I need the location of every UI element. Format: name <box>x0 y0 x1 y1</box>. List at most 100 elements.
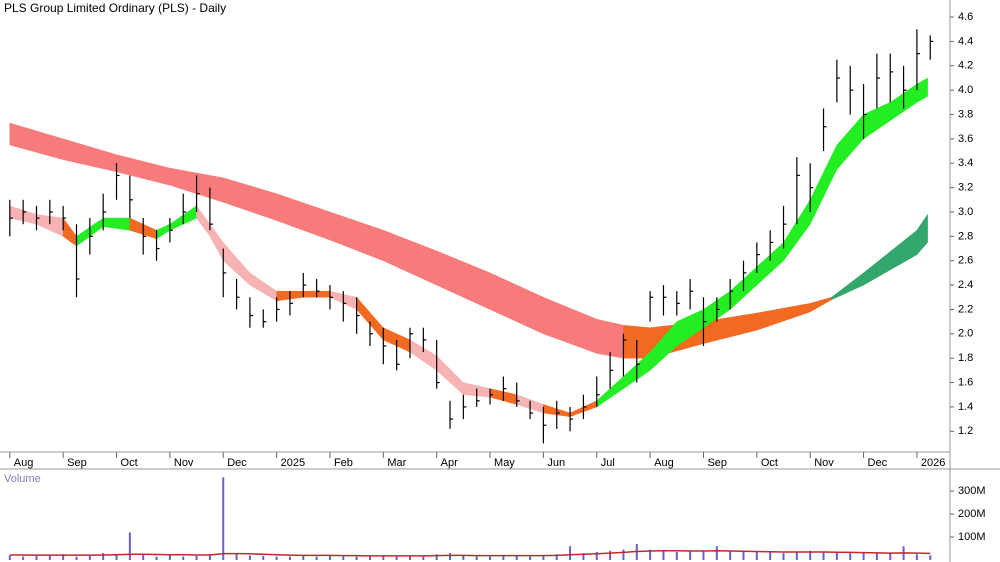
y-tick-label: 2.0 <box>958 328 973 340</box>
x-tick-label: Nov <box>174 457 194 469</box>
volume-bar <box>515 555 518 560</box>
volume-bar <box>649 549 652 560</box>
volume-bar <box>475 556 478 560</box>
volume-bar <box>582 553 585 560</box>
volume-bar <box>368 555 371 560</box>
volume-bar <box>542 555 545 560</box>
volume-bar <box>822 551 825 560</box>
y-tick-label: 2.6 <box>958 255 973 267</box>
volume-bar <box>248 555 251 560</box>
y-tick-label: 4.4 <box>958 35 973 47</box>
volume-bar <box>435 554 438 560</box>
volume-bar <box>155 556 158 560</box>
x-tick-label: Jul <box>601 457 615 469</box>
x-tick-label: Jun <box>547 457 565 469</box>
volume-bar <box>102 553 105 560</box>
volume-bar <box>235 553 238 560</box>
band-segment <box>916 213 928 256</box>
volume-bar <box>88 555 91 560</box>
y-tick-label: 3.0 <box>958 206 973 218</box>
volume-bar <box>115 555 118 560</box>
y-tick-label: 2.8 <box>958 230 973 242</box>
x-tick-label: Sep <box>67 457 87 469</box>
volume-bar <box>795 551 798 560</box>
volume-bar <box>595 551 598 560</box>
volume-bar <box>35 555 38 560</box>
volume-bar <box>142 554 145 560</box>
x-tick-label: Aug <box>14 457 34 469</box>
y-tick-label: 3.2 <box>958 182 973 194</box>
volume-bar <box>702 551 705 560</box>
volume-bar <box>782 553 785 560</box>
volume-bar <box>689 550 692 560</box>
volume-bar <box>742 551 745 560</box>
volume-bar <box>675 551 678 560</box>
volume-bar <box>262 555 265 560</box>
volume-bar <box>609 550 612 560</box>
volume-bar <box>395 556 398 560</box>
volume-bar <box>529 556 532 560</box>
volume-bar <box>128 532 131 560</box>
y-tick-label: 1.8 <box>958 352 973 364</box>
volume-bar <box>75 556 78 560</box>
volume-bar <box>755 551 758 560</box>
x-tick-label: Oct <box>761 457 778 469</box>
y-tick-label: 100M <box>958 531 986 543</box>
volume-bar <box>875 553 878 560</box>
y-tick-label: 300M <box>958 485 986 497</box>
x-tick-label: 2025 <box>281 457 305 469</box>
volume-bar <box>382 555 385 560</box>
volume-bar <box>862 552 865 560</box>
volume-bar <box>302 555 305 560</box>
volume-bar <box>915 554 918 560</box>
x-tick-label: 2026 <box>921 457 945 469</box>
y-tick-label: 3.8 <box>958 108 973 120</box>
y-tick-label: 4.0 <box>958 84 973 96</box>
volume-bar <box>328 555 331 560</box>
x-tick-label: Sep <box>707 457 727 469</box>
volume-bar <box>355 556 358 560</box>
volume-bar <box>889 553 892 560</box>
volume-bar <box>449 553 452 560</box>
volume-bar <box>929 555 932 560</box>
volume-bar <box>622 549 625 560</box>
volume-bar <box>555 554 558 560</box>
volume-bar <box>569 546 572 560</box>
volume-bar <box>182 556 185 560</box>
y-tick-label: 2.4 <box>958 279 973 291</box>
y-tick-label: 4.6 <box>958 11 973 23</box>
volume-bar <box>8 555 11 560</box>
volume-bar <box>662 550 665 560</box>
x-tick-label: Nov <box>814 457 834 469</box>
volume-bar <box>729 550 732 560</box>
volume-bar <box>195 555 198 560</box>
volume-bar <box>48 555 51 560</box>
y-tick-label: 1.4 <box>958 401 973 413</box>
x-tick-label: Feb <box>334 457 353 469</box>
volume-bar <box>835 551 838 560</box>
y-tick-label: 2.2 <box>958 303 973 315</box>
x-tick-label: Mar <box>387 457 406 469</box>
y-tick-label: 200M <box>958 508 986 520</box>
x-tick-label: Aug <box>654 457 674 469</box>
volume-bar <box>342 556 345 560</box>
volume-bar <box>462 555 465 560</box>
volume-bar <box>208 554 211 560</box>
y-tick-label: 1.2 <box>958 425 973 437</box>
x-tick-label: Dec <box>868 457 888 469</box>
volume-bar <box>849 553 852 560</box>
x-tick-label: May <box>494 457 515 469</box>
band-segment <box>916 77 928 103</box>
volume-bar <box>315 556 318 560</box>
chart-title: PLS Group Limited Ordinary (PLS) - Daily <box>4 1 226 15</box>
y-tick-label: 4.2 <box>958 60 973 72</box>
volume-average <box>9 550 931 557</box>
y-tick-label: 3.6 <box>958 133 973 145</box>
volume-bar <box>275 556 278 560</box>
volume-bar <box>422 556 425 560</box>
volume-bar <box>502 555 505 560</box>
x-tick-label: Apr <box>441 457 458 469</box>
volume-bar <box>409 555 411 560</box>
y-tick-label: 1.6 <box>958 376 973 388</box>
